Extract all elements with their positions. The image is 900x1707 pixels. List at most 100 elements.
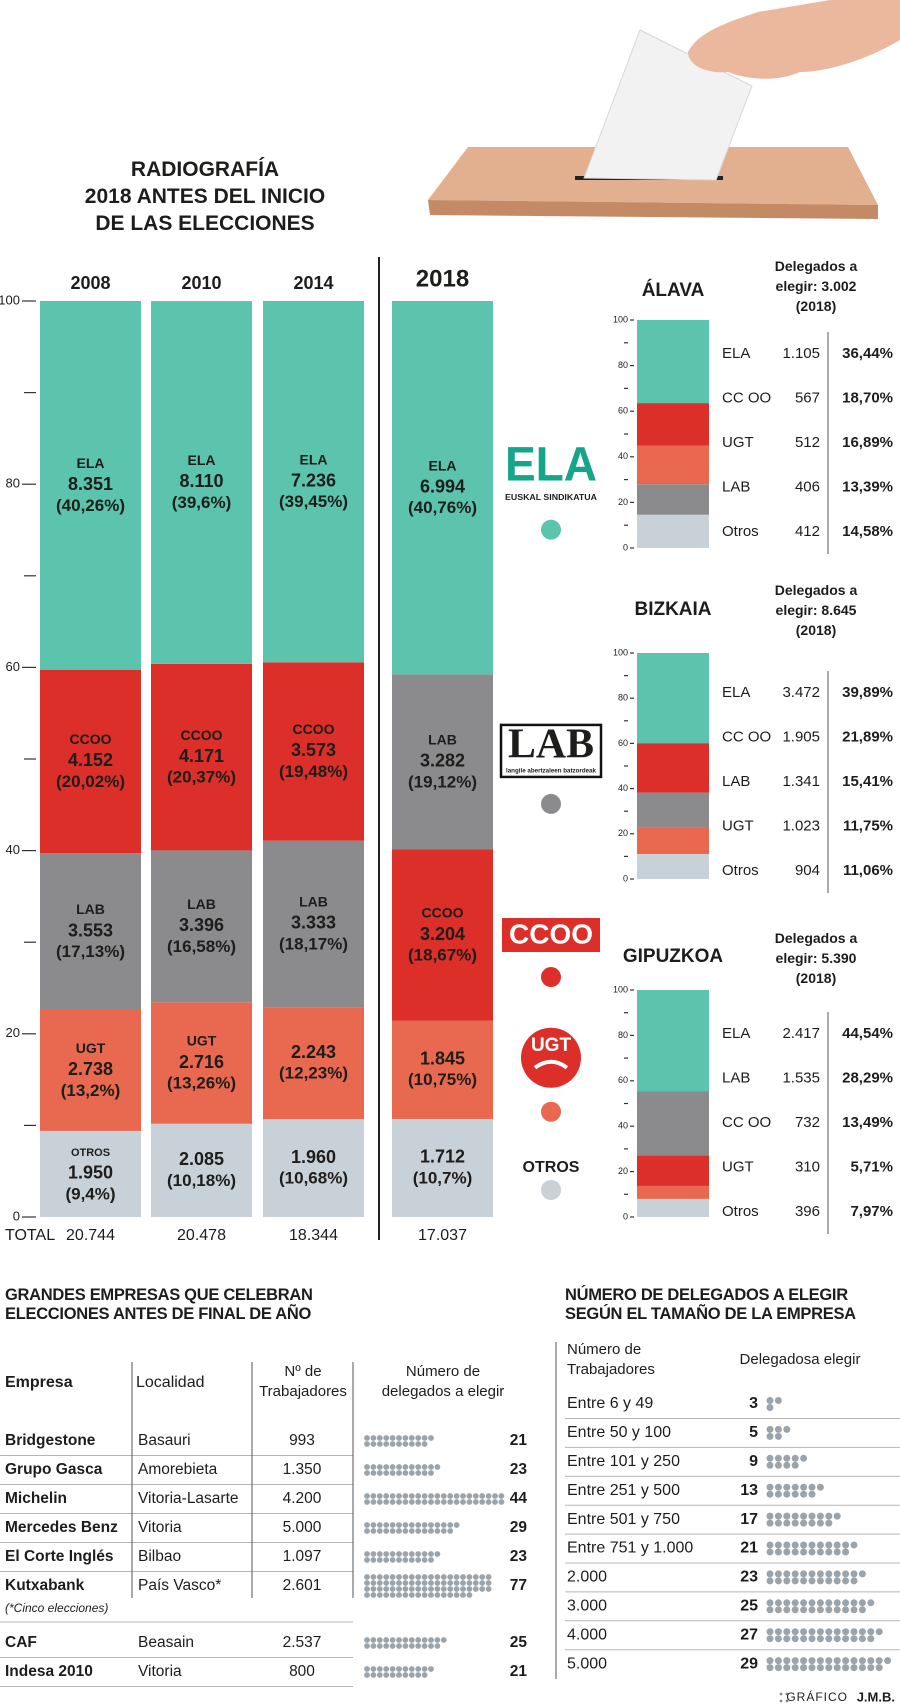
segment-percent: (19,12%) [408,772,477,791]
dot [415,1464,422,1470]
dot [783,1519,791,1527]
size-workers: 3.000 [567,1598,607,1615]
dot [766,1570,774,1578]
bar-segment [40,853,141,1010]
dot [791,1606,799,1614]
dot [479,1499,486,1505]
dot [408,1586,415,1592]
total-value: 20.744 [66,1227,115,1244]
table-count: 732 [795,1114,820,1131]
dot [376,1666,383,1672]
segment-percent: (40,76%) [408,498,477,517]
dot [816,1512,824,1520]
table-count: 512 [795,434,820,451]
dot [825,1606,833,1614]
dot [833,1548,841,1556]
dot [434,1643,441,1649]
dot [858,1657,866,1665]
segment-name: LAB [76,901,105,917]
dot [408,1499,415,1505]
dot [396,1551,402,1557]
footer-icon [785,1699,789,1703]
segment-percent: (20,37%) [167,768,236,787]
dot [800,1577,808,1585]
dot [766,1454,774,1462]
segment-count: 3.282 [420,751,465,771]
dot [774,1483,782,1491]
dot [800,1548,808,1556]
y-tick-label: 80 [6,476,20,491]
company-workers: 1.350 [283,1461,322,1478]
company-note: (*Cinco elecciones) [5,1601,108,1615]
main-title: RADIOGRAFÍA 2018 ANTES DEL INICIO DE LAS… [84,158,326,235]
dot [460,1499,466,1505]
dot [408,1557,415,1563]
dot [376,1643,383,1649]
dot [402,1580,409,1586]
dot [791,1519,799,1527]
dot [825,1577,833,1585]
dot [408,1435,415,1441]
dot [800,1635,808,1643]
dot [383,1551,390,1557]
table-percent: 13,49% [842,1114,893,1131]
dot [364,1493,370,1499]
dot [421,1522,428,1528]
header-delegates: Número de delegados a elegir [381,1363,505,1400]
legend-dot [541,1179,561,1200]
dot [460,1580,466,1586]
dot [370,1672,377,1678]
table-party: Otros [722,862,759,879]
table-party: CC OO [722,1114,771,1131]
dot [498,1499,505,1505]
dot [408,1592,415,1598]
dot [434,1574,441,1580]
dot [421,1574,428,1580]
dot [800,1483,808,1491]
dot [396,1493,402,1499]
dot [766,1425,774,1433]
table-count: 1.105 [782,345,820,362]
table-count: 1.341 [782,773,820,790]
table-party: UGT [722,817,754,834]
dot [479,1493,486,1499]
dot [858,1606,866,1614]
table-party: ELA [722,684,750,701]
table-party: LAB [722,478,750,495]
segment-count: 4.152 [68,750,113,770]
table-percent: 15,41% [842,773,893,790]
dot [370,1551,377,1557]
dot [460,1574,466,1580]
size-delegates: 17 [740,1511,758,1528]
dot [774,1657,782,1665]
delegate-dots [766,1512,841,1527]
bar-segment [637,854,709,879]
dot [816,1548,824,1556]
dot [850,1606,858,1614]
table-percent: 18,70% [842,389,893,406]
dot [808,1577,816,1585]
dot [434,1586,441,1592]
bar-segment [263,1119,364,1217]
dot [842,1599,850,1607]
size-title: NÚMERO DE DELEGADOS A ELEGIR SEGÚN EL TA… [565,1286,856,1323]
dot [842,1628,850,1636]
dot [415,1493,422,1499]
dot [447,1580,454,1586]
dot [364,1586,370,1592]
bar-segment [40,1130,141,1217]
dot [408,1522,415,1528]
dot [842,1577,850,1585]
segment-count: 6.994 [420,476,465,496]
dot [825,1512,833,1520]
dot [842,1541,850,1549]
segment-name: UGT [187,1033,217,1049]
dot [875,1657,883,1665]
dot [816,1541,824,1549]
company-place: Beasain [138,1634,194,1651]
table-count: 2.417 [782,1025,820,1042]
dot [800,1454,808,1462]
dot [875,1664,883,1672]
dot [402,1528,409,1534]
dot [783,1606,791,1614]
